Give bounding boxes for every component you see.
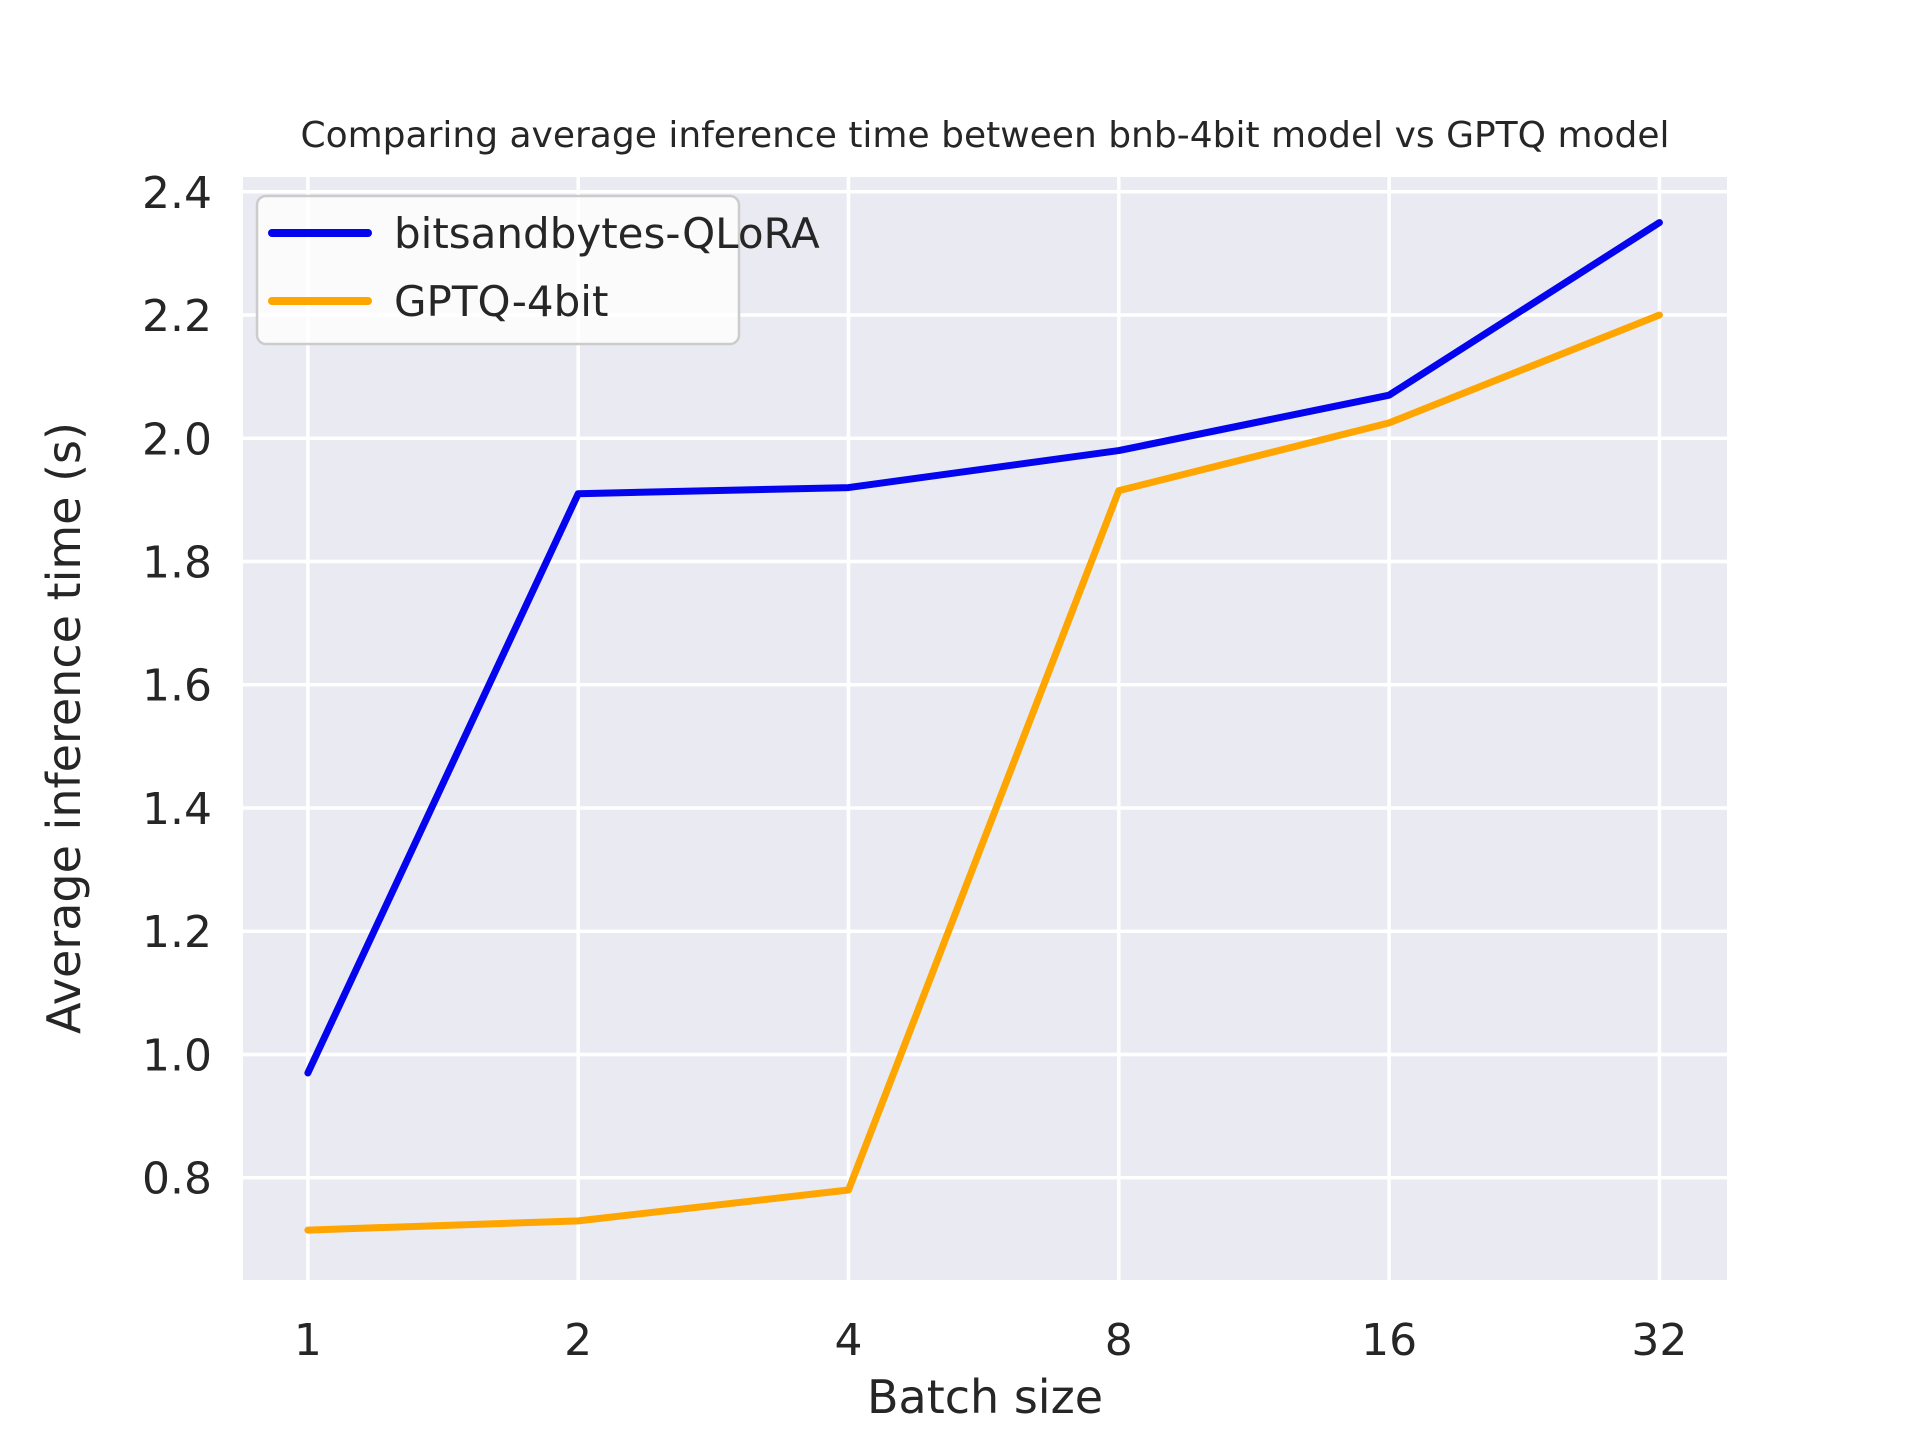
- y-tick-label-1.8: 1.8: [142, 538, 212, 589]
- y-tick-label-2.0: 2.0: [142, 414, 212, 465]
- y-tick-label-1.2: 1.2: [142, 907, 212, 958]
- x-tick-label-2: 2: [564, 1315, 592, 1366]
- y-axis-label: Average inference time (s): [37, 422, 91, 1034]
- series-lines: [304, 219, 1663, 1234]
- y-tick-label-1.4: 1.4: [142, 784, 212, 835]
- y-axis-tick-labels: 0.8 1.0 1.2 1.4 1.6 1.8 2.0 2.2 2.4: [142, 168, 212, 1205]
- x-tick-label-1: 1: [294, 1315, 322, 1366]
- x-axis-label: Batch size: [867, 1370, 1103, 1424]
- legend-box: [255, 194, 741, 346]
- chart-title: Comparing average inference time between…: [300, 115, 1669, 156]
- series-line-bitsandbytes-qlora: [304, 219, 1663, 1077]
- y-tick-label-1.6: 1.6: [142, 661, 212, 712]
- y-tick-label-0.8: 0.8: [142, 1154, 212, 1205]
- y-tick-label-2.2: 2.2: [142, 291, 212, 342]
- x-tick-label-16: 16: [1361, 1315, 1417, 1366]
- x-tick-label-8: 8: [1105, 1315, 1133, 1366]
- x-tick-label-4: 4: [834, 1315, 862, 1366]
- y-tick-label-2.4: 2.4: [142, 168, 212, 219]
- series-line-gptq-4bit: [304, 311, 1663, 1234]
- x-axis-tick-labels: 1 2 4 8 16 32: [294, 1315, 1688, 1366]
- legend: bitsandbytes-QLoRA GPTQ-4bit: [255, 194, 820, 346]
- gridlines: [243, 177, 1727, 1280]
- legend-label-gptq-4bit: GPTQ-4bit: [394, 277, 608, 326]
- y-tick-label-1.0: 1.0: [142, 1030, 212, 1081]
- plot-area: [243, 177, 1727, 1280]
- x-tick-label-32: 32: [1631, 1315, 1687, 1366]
- legend-label-bitsandbytes-qlora: bitsandbytes-QLoRA: [394, 209, 820, 258]
